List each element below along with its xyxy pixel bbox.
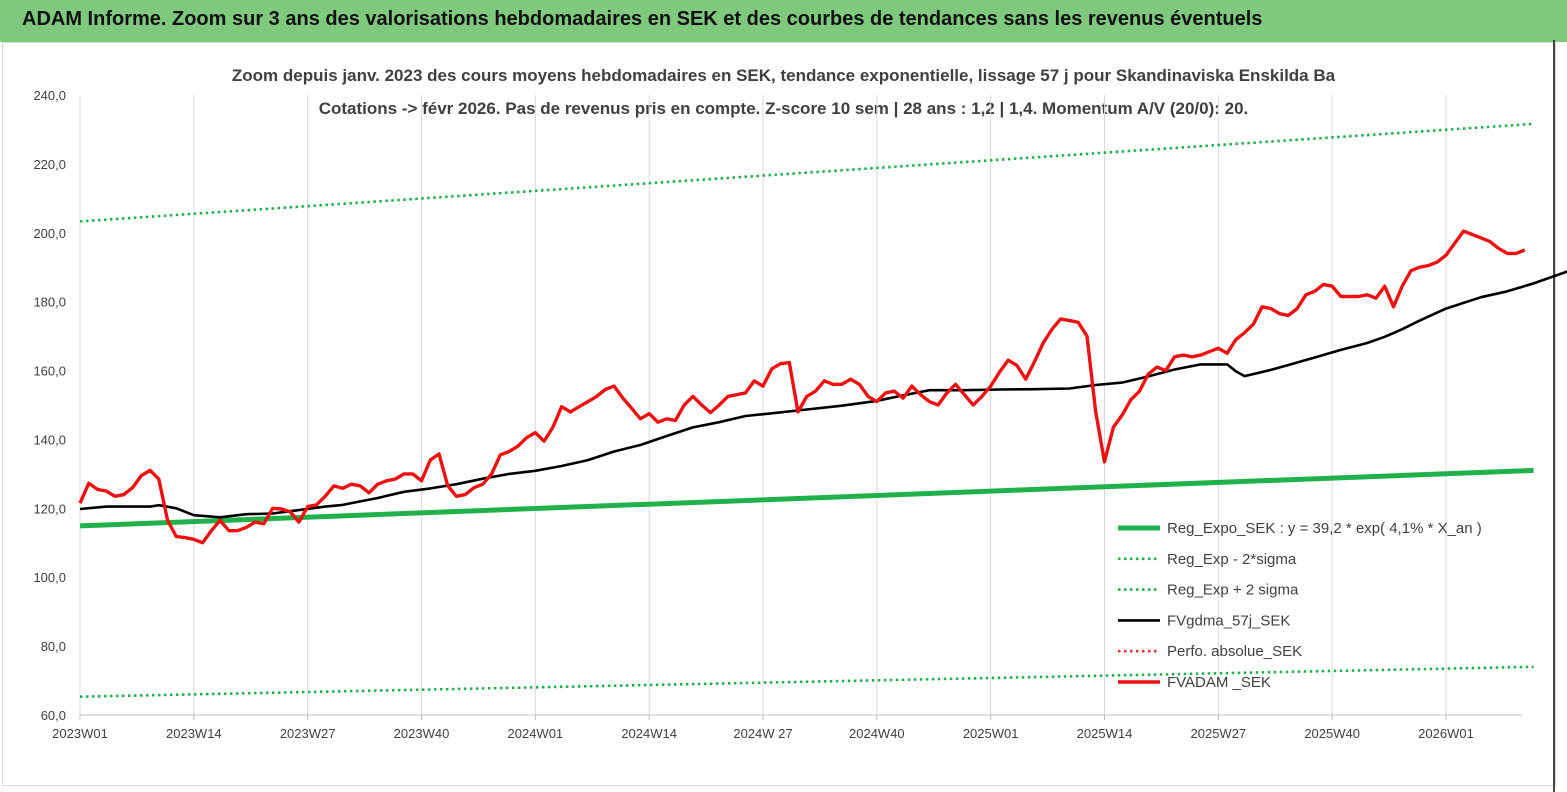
x-tick-label: 2025W40: [1304, 726, 1360, 741]
report-title: ADAM Informe. Zoom sur 3 ans des valoris…: [22, 8, 1263, 30]
y-tick-label: 100,0: [33, 570, 66, 585]
legend-label: FVgdma_57j_SEK: [1167, 612, 1290, 629]
x-tick-label: 2024W 27: [733, 726, 792, 741]
chart-title: Zoom depuis janv. 2023 des cours moyens …: [231, 66, 1336, 85]
legend-label: Reg_Exp - 2*sigma: [1167, 551, 1297, 568]
y-tick-label: 120,0: [33, 501, 66, 516]
y-tick-label: 200,0: [33, 226, 66, 241]
x-tick-label: 2026W01: [1418, 726, 1474, 741]
reg-plus-2sigma-line: [79, 122, 1534, 223]
legend-label: Reg_Exp + 2 sigma: [1167, 582, 1299, 599]
x-tick-label: 2024W40: [849, 726, 905, 741]
legend-label: Perfo. absolue_SEK: [1167, 643, 1302, 660]
y-tick-label: 60,0: [41, 708, 66, 723]
y-tick-label: 240,0: [33, 88, 66, 103]
x-tick-label: 2024W01: [508, 726, 564, 741]
report-banner: ADAM Informe. Zoom sur 3 ans des valoris…: [0, 0, 1567, 42]
x-tick-label: 2025W14: [1077, 726, 1133, 741]
x-tick-label: 2023W27: [280, 726, 336, 741]
chart-frame: [2, 42, 1556, 786]
x-tick-label: 2023W14: [166, 726, 222, 741]
y-tick-label: 180,0: [33, 295, 66, 310]
y-tick-label: 140,0: [33, 432, 66, 447]
y-tick-label: 160,0: [33, 364, 66, 379]
y-tick-label: 220,0: [33, 157, 66, 172]
chart-subtitle: Cotations -> févr 2026. Pas de revenus p…: [318, 99, 1249, 118]
x-tick-label: 2023W40: [394, 726, 450, 741]
reg-minus-2sigma-line: [79, 665, 1534, 698]
fvadam-line: [78, 229, 1526, 545]
right-edge-rule: [1553, 40, 1555, 792]
legend-label: Reg_Expo_SEK : y = 39,2 * exp( 4,1% * X_…: [1167, 520, 1482, 537]
x-tick-label: 2025W27: [1191, 726, 1247, 741]
reg-expo-line: [79, 467, 1534, 529]
legend-label: FVADAM _SEK: [1167, 674, 1271, 691]
x-tick-label: 2023W01: [52, 726, 108, 741]
x-tick-label: 2024W14: [621, 726, 677, 741]
x-tick-label: 2025W01: [963, 726, 1019, 741]
y-tick-label: 80,0: [41, 639, 66, 654]
